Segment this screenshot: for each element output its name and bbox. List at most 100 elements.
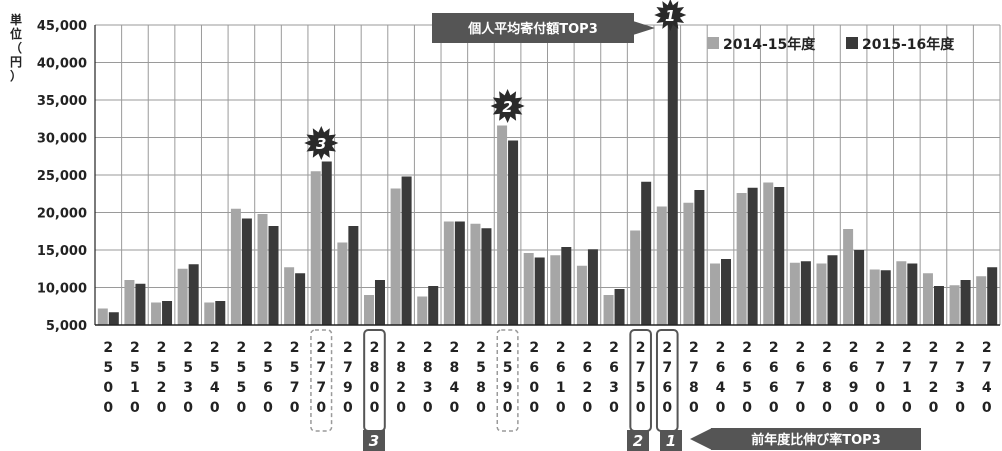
growth-badge-3 — [363, 430, 385, 451]
bar-2014 — [363, 295, 374, 325]
bar-2015 — [960, 280, 971, 325]
growth-badge-2 — [627, 430, 649, 451]
bar-2015 — [774, 187, 785, 325]
bar-2014 — [843, 229, 854, 325]
callout-box — [432, 13, 634, 43]
bar-2014 — [97, 308, 108, 325]
bar-2014 — [523, 253, 534, 325]
bar-2015 — [321, 161, 332, 325]
avg-highlight-box — [310, 329, 333, 432]
legend-swatch-2015 — [846, 37, 858, 49]
avg-rank-2-badge — [490, 89, 525, 123]
bar-2014 — [763, 182, 774, 325]
bar-2015 — [108, 312, 119, 325]
bar-2014 — [949, 285, 960, 325]
avg-rank-2-badge-label: 2 — [502, 98, 512, 116]
bar-2015 — [614, 289, 625, 325]
bar-2014 — [470, 223, 481, 325]
bar-2015 — [348, 226, 359, 325]
bar-2014 — [417, 296, 428, 325]
bar-2015 — [295, 273, 306, 325]
bar-2015 — [561, 247, 572, 325]
y-tick-label: 35,000 — [37, 94, 87, 109]
growth-box — [711, 428, 921, 450]
bar-2015 — [667, 25, 678, 325]
bar-2014 — [683, 202, 694, 325]
bar-2015 — [933, 286, 944, 325]
bar-2014 — [550, 255, 561, 325]
unit-label-text: 単位（円） — [10, 12, 22, 83]
bar-2014 — [976, 276, 987, 325]
top-avg-title: 個人平均寄付額TOP3 — [467, 21, 598, 37]
grid — [94, 24, 1001, 326]
y-tick-label: 40,000 — [37, 57, 87, 72]
bar-2014 — [789, 262, 800, 325]
avg-rank-3-badge-label: 3 — [316, 135, 326, 153]
growth-badge-2-label: 2 — [633, 432, 643, 450]
bar-2014 — [177, 268, 188, 325]
top-avg-callout: 個人平均寄付額TOP3 — [432, 13, 655, 43]
bar-2014 — [204, 302, 215, 325]
bar-2015 — [215, 301, 226, 325]
bar-2014 — [230, 208, 241, 325]
bar-2014 — [869, 269, 880, 325]
bar-2015 — [987, 267, 998, 325]
avg-rank-1-badge-label: 1 — [665, 7, 675, 25]
bar-2014 — [124, 280, 135, 325]
growth-pointer — [690, 428, 712, 450]
axes — [94, 25, 1000, 326]
y-tick-labels: 5,000 10,000 15,000 20,000 25,000 30,000 35,00… — [37, 19, 87, 334]
growth-badges: 3 2 1 — [363, 430, 682, 451]
bar-2015 — [135, 283, 146, 325]
bar-2014 — [310, 171, 321, 325]
callout-pointer — [633, 21, 655, 35]
legend-label-2014: 2014-15年度 — [723, 36, 816, 53]
legend-label-2015: 2015-16年度 — [862, 36, 955, 53]
avg-rank-1-badge — [654, 0, 687, 31]
bar-2015 — [641, 181, 652, 325]
bar-2014 — [390, 188, 401, 325]
bar-2015 — [587, 249, 598, 325]
bar-2014 — [257, 214, 268, 325]
y-tick-label: 25,000 — [37, 169, 87, 184]
y-tick-label: 5,000 — [46, 319, 87, 334]
bar-2015 — [481, 228, 492, 325]
bar-2014 — [603, 295, 614, 325]
bar-2014 — [497, 125, 508, 325]
bar-2014 — [337, 242, 348, 325]
bars — [97, 25, 998, 325]
growth-callout: 前年度比伸び率TOP3 — [690, 428, 921, 450]
bar-2014 — [284, 267, 295, 325]
bar-2014 — [630, 230, 641, 325]
growth-badge-1 — [660, 430, 682, 451]
bar-2015 — [454, 221, 465, 325]
bar-2015 — [268, 226, 279, 325]
bar-2014 — [816, 263, 827, 325]
avg-rank-3-badge — [304, 126, 339, 160]
growth-badge-1-label: 1 — [666, 432, 676, 450]
y-tick-label: 45,000 — [37, 19, 87, 34]
